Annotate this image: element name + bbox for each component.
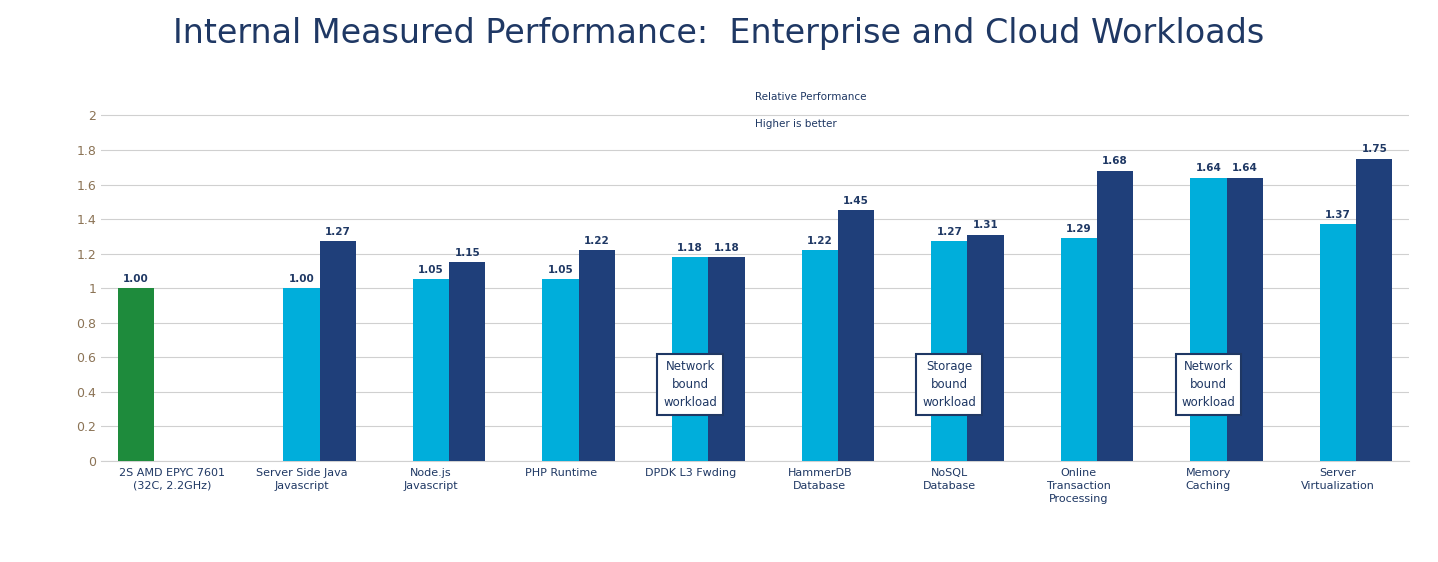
Bar (1356, 158, 1392, 461)
Bar (1227, 178, 1263, 461)
Text: 1.64: 1.64 (1195, 164, 1221, 173)
Text: Relative Performance: Relative Performance (755, 92, 867, 102)
Bar (672, 257, 709, 461)
Bar (932, 242, 968, 461)
Bar (1061, 238, 1097, 461)
Bar (449, 262, 486, 461)
Text: 1.75: 1.75 (1362, 144, 1388, 155)
Bar (118, 288, 154, 461)
Text: 1.05: 1.05 (548, 265, 574, 275)
Text: 1.22: 1.22 (807, 236, 833, 246)
Bar (283, 288, 319, 461)
Text: 1.05: 1.05 (418, 265, 444, 275)
Bar (1097, 171, 1133, 461)
Text: Internal Measured Performance:  Enterprise and Cloud Workloads: Internal Measured Performance: Enterpris… (174, 17, 1264, 50)
Text: 1.64: 1.64 (1232, 164, 1258, 173)
Bar (709, 257, 745, 461)
Text: Storage
bound
workload: Storage bound workload (922, 360, 976, 409)
Text: 1.31: 1.31 (972, 220, 998, 230)
Text: 1.00: 1.00 (122, 274, 148, 284)
Bar (542, 279, 578, 461)
Text: 1.18: 1.18 (677, 243, 703, 253)
Text: 1.45: 1.45 (843, 196, 869, 206)
Text: 1.37: 1.37 (1324, 210, 1350, 220)
Text: 1.68: 1.68 (1103, 156, 1127, 166)
Bar (968, 234, 1004, 461)
Text: Network
bound
workload: Network bound workload (1182, 360, 1235, 409)
Text: 1.27: 1.27 (325, 227, 351, 237)
Text: 1.00: 1.00 (289, 274, 315, 284)
Text: Network
bound
workload: Network bound workload (663, 360, 718, 409)
Bar (838, 210, 874, 461)
Text: 1.29: 1.29 (1066, 224, 1091, 234)
Text: 1.18: 1.18 (713, 243, 739, 253)
Bar (1320, 224, 1356, 461)
Bar (413, 279, 449, 461)
Bar (319, 242, 355, 461)
Bar (1191, 178, 1227, 461)
Bar (578, 250, 615, 461)
Text: 1.22: 1.22 (584, 236, 610, 246)
Text: 1.27: 1.27 (936, 227, 962, 237)
Text: 1.15: 1.15 (454, 248, 480, 258)
Text: Higher is better: Higher is better (755, 119, 837, 129)
Bar (801, 250, 838, 461)
